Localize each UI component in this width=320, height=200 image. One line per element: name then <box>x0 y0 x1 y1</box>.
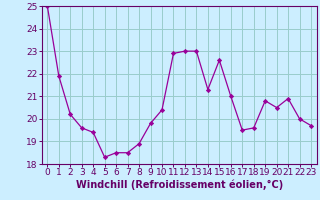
X-axis label: Windchill (Refroidissement éolien,°C): Windchill (Refroidissement éolien,°C) <box>76 180 283 190</box>
